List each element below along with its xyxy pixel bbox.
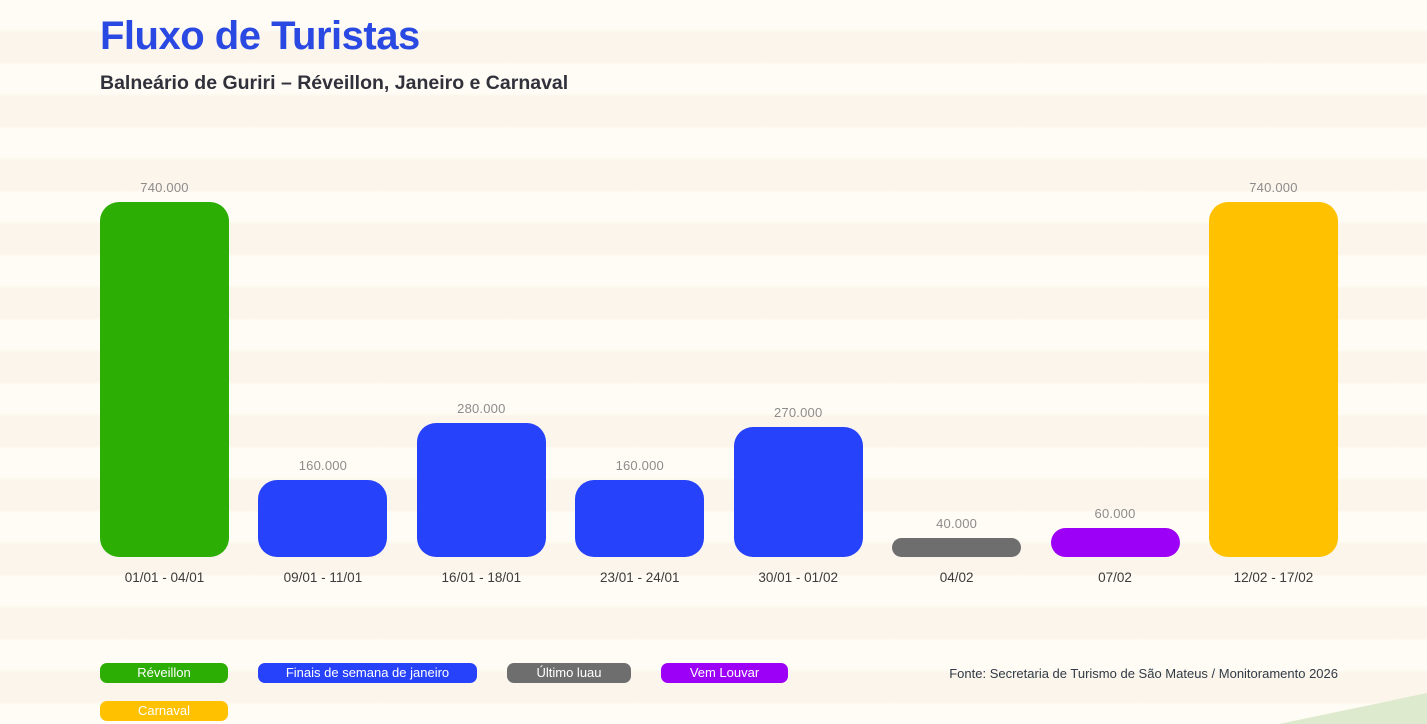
legend-item: Último luau <box>507 663 631 683</box>
bar <box>1208 202 1338 557</box>
page-subtitle: Balneário de Guriri – Réveillon, Janeiro… <box>100 72 569 94</box>
bar-group: 40.000 <box>892 180 1022 557</box>
bar-group: 60.000 <box>1050 180 1180 557</box>
legend: Réveillon Finais de semana de janeiro Últi… <box>100 663 788 721</box>
bar-value-label: 740.000 <box>1249 180 1298 195</box>
bar <box>733 427 863 557</box>
bar-category-label: 09/01 - 11/01 <box>283 570 363 585</box>
bar-value-label: 160.000 <box>615 458 664 473</box>
legend-item: Finais de semana de janeiro <box>258 663 477 683</box>
bar-chart: 740.000 160.000 280.000 160.000 270.000 … <box>100 180 1338 585</box>
bar-category-label: 12/02 - 17/02 <box>1233 570 1314 585</box>
bar-value-label: 60.000 <box>1094 506 1136 521</box>
page-title: Fluxo de Turistas <box>100 14 420 58</box>
bar-group: 740.000 <box>100 180 229 557</box>
bar-value-label: 740.000 <box>140 180 189 195</box>
bar-category-label: 01/01 - 04/01 <box>124 570 205 585</box>
bar <box>258 480 388 557</box>
legend-item: Réveillon <box>100 663 228 683</box>
bar <box>892 538 1022 557</box>
header: Fluxo de Turistas Balneário de Guriri – … <box>100 14 568 95</box>
bar-group: 160.000 <box>575 180 705 557</box>
bar-group: 160.000 <box>258 180 388 557</box>
bar-value-label: 160.000 <box>298 458 348 473</box>
corner-decoration <box>1279 693 1427 724</box>
bar-group: 280.000 <box>416 180 546 557</box>
bar <box>100 202 229 557</box>
bar-value-label: 40.000 <box>936 516 978 531</box>
source-note: Fonte: Secretaria de Turismo de São Mate… <box>949 666 1338 681</box>
bar-group: 270.000 <box>733 180 863 557</box>
bar <box>416 423 546 557</box>
legend-row-1: Réveillon Finais de semana de janeiro Últi… <box>100 663 788 683</box>
bar-category-label: 16/01 - 18/01 <box>441 570 522 585</box>
bar-group: 740.000 <box>1208 180 1338 557</box>
bar-category-label: 30/01 - 01/02 <box>758 570 838 585</box>
bar-value-label: 280.000 <box>457 401 506 416</box>
bar-category-label: 07/02 <box>1098 570 1132 585</box>
legend-item: Vem Louvar <box>661 663 788 683</box>
category-row: 01/01 - 04/01 09/01 - 11/01 16/01 - 18/01 2… <box>100 570 1338 585</box>
legend-item: Carnaval <box>100 701 228 721</box>
bar <box>575 480 705 557</box>
bar-category-label: 23/01 - 24/01 <box>599 570 680 585</box>
bar <box>1050 528 1180 557</box>
bar-category-label: 04/02 <box>939 570 974 585</box>
legend-row-2: Carnaval <box>100 701 788 721</box>
bar-value-label: 270.000 <box>773 405 823 420</box>
plot-area: 740.000 160.000 280.000 160.000 270.000 … <box>100 180 1338 557</box>
